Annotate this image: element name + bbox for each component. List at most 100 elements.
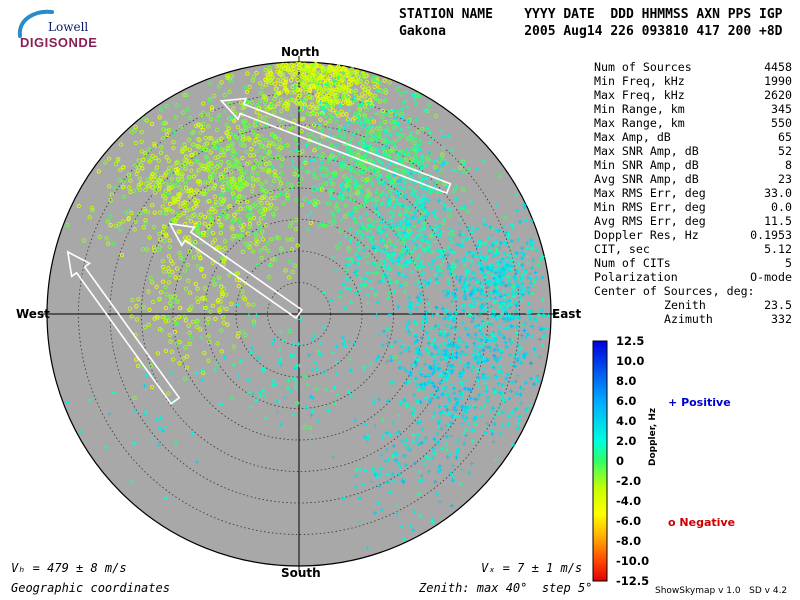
- positive-source: [402, 217, 407, 222]
- positive-source: [172, 130, 177, 135]
- positive-source: [540, 297, 545, 302]
- negative-source: [327, 119, 332, 124]
- negative-source: [121, 179, 126, 185]
- velocity-arrow: [168, 222, 304, 320]
- negative-source: [147, 235, 152, 240]
- negative-source: [152, 141, 157, 147]
- positive-source: [363, 422, 368, 427]
- negative-source: [220, 178, 225, 183]
- positive-source: [502, 335, 507, 340]
- negative-source: [420, 210, 425, 215]
- positive-source: [437, 373, 442, 378]
- positive-source: [449, 382, 454, 387]
- positive-source: [349, 163, 354, 168]
- negative-source: [240, 329, 245, 334]
- negative-source: [244, 169, 249, 174]
- positive-source: [450, 349, 455, 354]
- positive-source: [384, 274, 389, 279]
- positive-source: [375, 88, 380, 93]
- negative-source: [227, 272, 232, 278]
- positive-source: [293, 366, 298, 371]
- positive-source: [419, 473, 424, 478]
- negative-source: [256, 220, 261, 226]
- positive-source: [397, 413, 402, 418]
- positive-source: [496, 261, 501, 266]
- positive-source: [429, 352, 434, 357]
- positive-source: [521, 322, 526, 327]
- positive-source: [385, 341, 390, 346]
- positive-source: [493, 313, 498, 318]
- positive-source: [400, 252, 405, 257]
- positive-source: [315, 186, 320, 191]
- positive-source: [383, 267, 388, 272]
- positive-source: [385, 359, 390, 364]
- positive-source: [506, 304, 511, 309]
- vertical-velocity: Vₓ = 7 ± 1 m/s: [481, 561, 583, 575]
- positive-source: [274, 93, 279, 98]
- negative-source: [237, 194, 242, 199]
- negative-source: [202, 142, 208, 147]
- positive-source: [444, 348, 449, 353]
- positive-source: [419, 154, 424, 159]
- positive-source: [424, 310, 429, 315]
- positive-source: [157, 443, 162, 448]
- positive-source: [256, 356, 261, 361]
- negative-source: [395, 86, 400, 92]
- positive-source: [442, 248, 447, 253]
- positive-source: [523, 270, 528, 275]
- negative-source: [291, 66, 296, 71]
- positive-source: [397, 337, 402, 342]
- positive-source: [416, 94, 421, 99]
- positive-source: [491, 439, 496, 444]
- positive-source: [320, 106, 325, 111]
- positive-source: [489, 332, 494, 337]
- negative-source: [243, 85, 248, 90]
- positive-source: [464, 405, 469, 410]
- positive-source: [482, 275, 487, 280]
- positive-source: [504, 344, 509, 349]
- negative-source: [278, 171, 284, 176]
- negative-source: [206, 214, 211, 219]
- positive-source: [406, 319, 411, 324]
- positive-source: [426, 341, 431, 346]
- positive-source: [358, 467, 363, 472]
- positive-source: [412, 407, 417, 412]
- positive-source: [492, 421, 497, 426]
- positive-source: [406, 235, 411, 240]
- positive-source: [493, 273, 498, 278]
- positive-source: [488, 248, 493, 253]
- positive-source: [423, 435, 428, 440]
- negative-source: [113, 161, 119, 167]
- negative-source: [176, 200, 181, 205]
- positive-source: [502, 267, 507, 272]
- positive-source: [403, 260, 408, 265]
- positive-source: [469, 461, 474, 466]
- positive-source: [490, 314, 495, 319]
- positive-source: [483, 292, 488, 297]
- positive-source: [487, 333, 492, 338]
- positive-source: [435, 311, 440, 316]
- negative-source: [231, 106, 236, 111]
- negative-source: [175, 299, 180, 304]
- positive-source: [457, 263, 462, 268]
- negative-source: [219, 349, 225, 354]
- stat-row: CIT, sec 5.12: [594, 242, 792, 256]
- negative-source: [371, 119, 377, 124]
- positive-source: [353, 98, 358, 103]
- positive-source: [483, 308, 488, 313]
- positive-source: [324, 387, 329, 392]
- positive-source: [460, 285, 465, 290]
- negative-source: [305, 169, 311, 175]
- negative-source: [227, 160, 232, 165]
- positive-source: [472, 285, 477, 290]
- positive-source: [381, 238, 386, 243]
- positive-source: [470, 369, 475, 374]
- stat-label: Avg SNR Amp, dB: [594, 172, 699, 186]
- positive-source: [415, 194, 420, 199]
- negative-source: [255, 103, 260, 108]
- negative-source: [355, 190, 361, 195]
- negative-source: [292, 263, 297, 268]
- negative-source: [168, 258, 174, 263]
- positive-source: [515, 358, 520, 363]
- positive-source: [365, 234, 370, 239]
